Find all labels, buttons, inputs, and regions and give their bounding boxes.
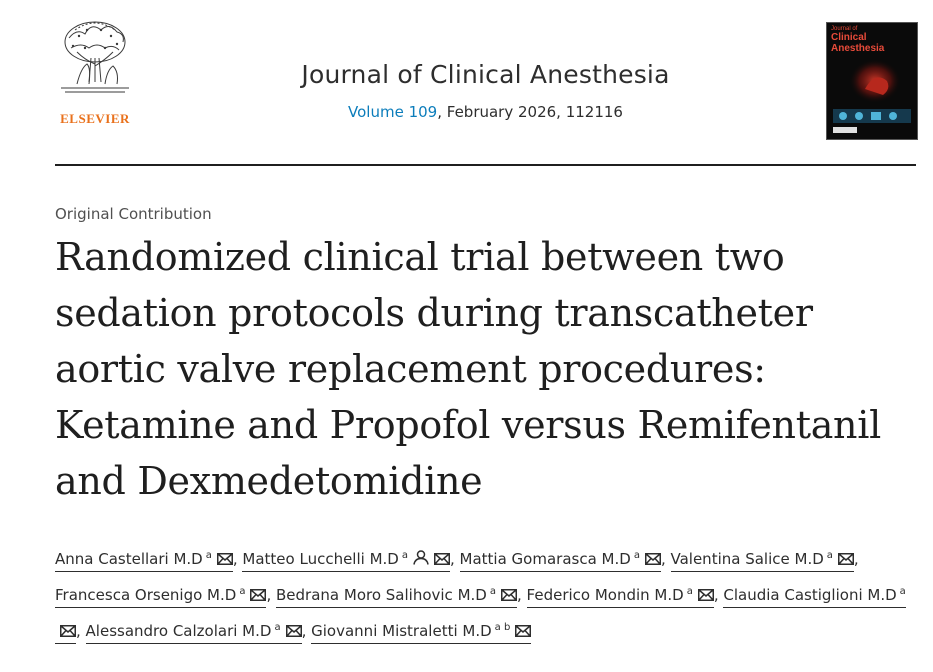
author-separator: , bbox=[853, 550, 859, 568]
author-separator: , bbox=[76, 622, 86, 640]
elsevier-logo[interactable]: ELSEVIER bbox=[55, 18, 135, 126]
author-name: Matteo Lucchelli M.D bbox=[242, 550, 399, 568]
author-link[interactable]: Mattia Gomarasca M.D a bbox=[459, 550, 661, 572]
mail-icon bbox=[216, 544, 233, 576]
mail-icon bbox=[697, 580, 714, 612]
affiliation-marker: a bbox=[239, 586, 246, 597]
person-icon bbox=[413, 544, 429, 576]
author-link[interactable]: Anna Castellari M.D a bbox=[55, 550, 233, 572]
author-link[interactable]: Alessandro Calzolari M.D a bbox=[85, 622, 302, 644]
author-separator: , bbox=[660, 550, 671, 568]
volume-link[interactable]: Volume 109 bbox=[348, 103, 438, 121]
author-name: Francesca Orsenigo M.D bbox=[55, 586, 237, 604]
issue-details: , February 2026, 112116 bbox=[437, 103, 623, 121]
author-separator: , bbox=[301, 622, 312, 640]
cover-title-line1: Journal of bbox=[831, 26, 858, 32]
elsevier-wordmark: ELSEVIER bbox=[60, 111, 130, 126]
journal-cover-thumbnail[interactable]: Journal of Clinical Anesthesia bbox=[826, 22, 918, 140]
mail-icon bbox=[644, 544, 661, 576]
author-link[interactable]: Francesca Orsenigo M.D a bbox=[55, 586, 267, 608]
author-name: Claudia Castiglioni M.D bbox=[723, 586, 897, 604]
author-link[interactable]: Valentina Salice M.D a bbox=[670, 550, 854, 572]
affiliation-marker: a bbox=[686, 586, 693, 597]
author-link[interactable]: Federico Mondin M.D a bbox=[526, 586, 714, 608]
author-name: Bedrana Moro Salihovic M.D bbox=[276, 586, 487, 604]
mail-icon bbox=[433, 544, 450, 576]
author-link[interactable]: Claudia Castiglioni M.D a bbox=[55, 586, 906, 644]
author-name: Anna Castellari M.D bbox=[55, 550, 203, 568]
affiliation-marker: a bbox=[205, 550, 212, 561]
cover-artwork bbox=[833, 59, 911, 133]
affiliation-marker: a bbox=[633, 550, 640, 561]
mail-icon bbox=[285, 616, 302, 648]
author-list: Anna Castellari M.D a, Matteo Lucchelli M… bbox=[55, 540, 925, 648]
author-name: Mattia Gomarasca M.D bbox=[459, 550, 631, 568]
mail-icon bbox=[515, 616, 532, 648]
affiliation-marker: a bbox=[274, 622, 281, 633]
mail-icon bbox=[837, 544, 854, 576]
issue-info: Volume 109, February 2026, 112116 bbox=[55, 103, 916, 121]
journal-header: ELSEVIER Journal of Clinical Anesthesia … bbox=[55, 0, 918, 166]
author-link[interactable]: Matteo Lucchelli M.D a bbox=[242, 550, 450, 572]
affiliation-marker: a bbox=[489, 586, 496, 597]
author-name: Federico Mondin M.D bbox=[526, 586, 684, 604]
cover-title-line2: Clinical Anesthesia bbox=[831, 32, 885, 54]
affiliation-marker: a bbox=[826, 550, 833, 561]
author-name: Valentina Salice M.D bbox=[670, 550, 824, 568]
affiliation-marker: a bbox=[899, 586, 906, 597]
author-name: Giovanni Mistraletti M.D bbox=[311, 622, 492, 640]
author-separator: , bbox=[266, 586, 277, 604]
author-separator: , bbox=[516, 586, 527, 604]
author-separator: , bbox=[713, 586, 724, 604]
author-separator: , bbox=[449, 550, 460, 568]
elsevier-tree-icon bbox=[61, 21, 129, 93]
affiliation-marker: a bbox=[401, 550, 408, 561]
author-link[interactable]: Giovanni Mistraletti M.D a b bbox=[311, 622, 532, 644]
affiliation-marker: a b bbox=[494, 622, 511, 633]
journal-title[interactable]: Journal of Clinical Anesthesia bbox=[301, 60, 670, 89]
article-title: Randomized clinical trial between two se… bbox=[55, 235, 881, 503]
mail-icon bbox=[500, 580, 517, 612]
article-type: Original Contribution bbox=[55, 205, 212, 223]
mail-icon bbox=[250, 580, 267, 612]
author-separator: , bbox=[232, 550, 243, 568]
author-name: Alessandro Calzolari M.D bbox=[85, 622, 272, 640]
mail-icon bbox=[60, 616, 76, 648]
author-link[interactable]: Bedrana Moro Salihovic M.D a bbox=[276, 586, 517, 608]
